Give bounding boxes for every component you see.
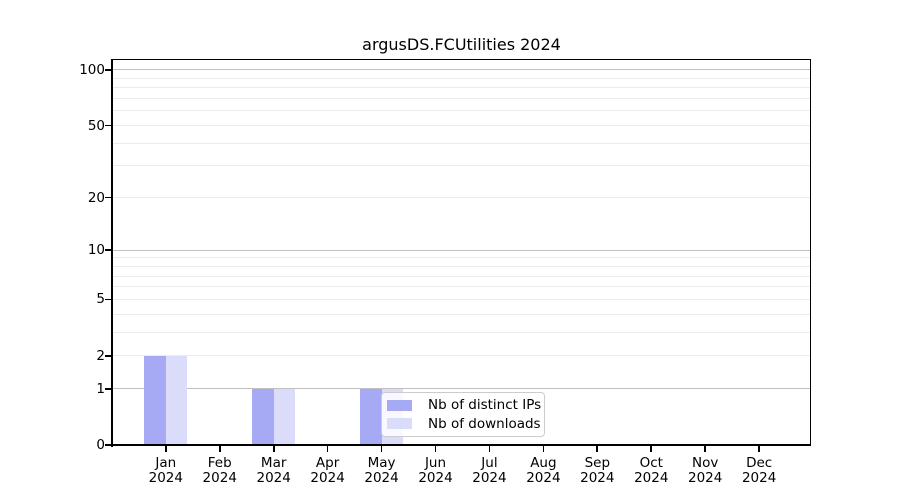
x-tick <box>488 446 491 452</box>
y-gridline-minor <box>113 98 810 100</box>
y-tick-label: 0 <box>96 437 105 453</box>
legend-label-downloads: Nb of downloads <box>428 415 541 432</box>
y-gridline-minor <box>113 331 810 333</box>
legend-item-downloads: Nb of downloads <box>387 415 541 433</box>
y-gridline-minor <box>113 275 810 277</box>
y-tick <box>105 196 111 199</box>
x-tick-label: Oct 2024 <box>634 455 669 486</box>
plot-area: Nb of distinct IPs Nb of downloads <box>105 59 812 452</box>
y-gridline-minor <box>113 265 810 267</box>
x-tick-label: Jan 2024 <box>148 455 183 486</box>
left-spine <box>111 59 113 447</box>
legend-swatch-downloads <box>387 418 412 430</box>
y-gridline-minor <box>113 257 810 259</box>
x-tick-label: Dec 2024 <box>741 455 777 486</box>
x-tick <box>758 446 760 452</box>
x-tick-label: Nov 2024 <box>688 455 723 486</box>
top-spine <box>113 59 810 61</box>
y-gridline-minor <box>113 77 810 79</box>
y-gridline-major <box>113 69 810 71</box>
y-gridline-minor <box>113 355 810 357</box>
y-gridline-minor <box>113 165 810 167</box>
bar-nb-of-downloads-jan-2024 <box>165 355 188 445</box>
y-gridline-major <box>113 388 810 390</box>
bottom-spine <box>111 444 812 446</box>
y-gridline-minor <box>113 87 810 89</box>
y-gridline-minor <box>113 298 810 300</box>
y-tick <box>105 249 111 251</box>
y-tick-label: 100 <box>79 61 105 78</box>
x-tick-label: Feb 2024 <box>202 455 237 486</box>
y-tick <box>105 298 111 301</box>
x-tick <box>272 446 275 452</box>
y-gridline-minor <box>113 286 810 288</box>
x-tick-label: Sep 2024 <box>580 455 615 486</box>
bar-nb-of-distinct-ips-jan-2024 <box>144 355 166 445</box>
y-tick <box>105 69 111 71</box>
x-tick <box>704 446 707 452</box>
y-tick-label: 2 <box>96 347 105 364</box>
x-tick-label: Apr 2024 <box>310 455 345 486</box>
x-tick-label: Mar 2024 <box>256 455 291 486</box>
y-tick-label: 20 <box>87 189 105 206</box>
y-gridline-minor <box>113 142 810 144</box>
x-tick-label: Jun 2024 <box>418 455 453 486</box>
y-gridline-minor <box>113 197 810 199</box>
legend-label-distinct-ips: Nb of distinct IPs <box>428 397 542 414</box>
bar-nb-of-distinct-ips-mar-2024 <box>252 388 274 445</box>
x-tick <box>542 446 545 452</box>
x-tick-label: Aug 2024 <box>526 455 561 486</box>
chart-title: argusDS.FCUtilities 2024 <box>362 35 561 54</box>
legend: Nb of distinct IPs Nb of downloads <box>381 392 545 437</box>
x-tick <box>596 446 599 452</box>
x-tick <box>218 446 221 452</box>
y-gridline-minor <box>113 313 810 315</box>
y-tick <box>105 124 111 127</box>
legend-swatch-distinct-ips <box>387 399 412 411</box>
bar-nb-of-distinct-ips-may-2024 <box>359 388 382 445</box>
x-tick <box>434 446 437 452</box>
y-tick-label: 50 <box>87 117 105 134</box>
x-tick <box>650 446 653 452</box>
y-gridline-minor <box>113 110 810 112</box>
y-tick-label: 1 <box>96 380 105 397</box>
x-tick-label: Jul 2024 <box>472 455 507 486</box>
x-tick <box>380 446 383 452</box>
x-tick-label: May 2024 <box>364 455 399 486</box>
y-gridline-major <box>113 249 810 251</box>
x-tick <box>164 446 167 452</box>
y-tick <box>105 387 111 390</box>
legend-item-distinct-ips: Nb of distinct IPs <box>387 396 541 414</box>
right-spine <box>810 59 812 445</box>
y-tick-label: 5 <box>96 291 105 308</box>
y-tick <box>105 444 111 446</box>
y-tick <box>105 354 111 357</box>
y-tick-label: 10 <box>87 242 105 259</box>
bar-nb-of-downloads-mar-2024 <box>273 388 296 445</box>
y-gridline-minor <box>113 125 810 126</box>
x-tick <box>326 446 329 452</box>
